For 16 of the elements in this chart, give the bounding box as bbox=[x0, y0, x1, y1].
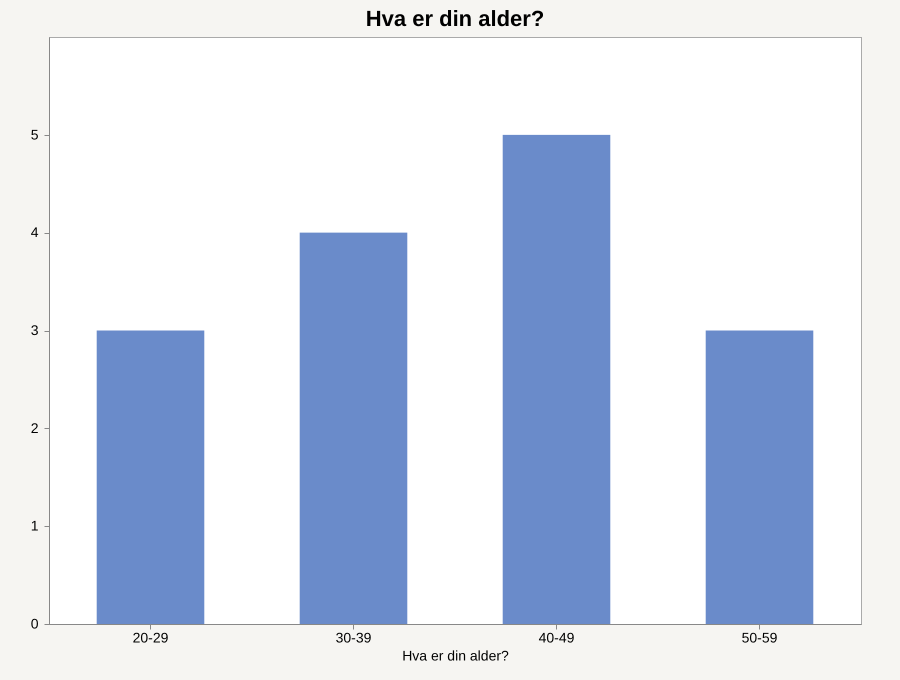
bar bbox=[706, 330, 814, 624]
x-tick-label: 30-39 bbox=[336, 630, 372, 646]
bar bbox=[300, 232, 408, 624]
chart-title: Hva er din alder? bbox=[366, 6, 544, 31]
x-tick-label: 40-49 bbox=[538, 630, 575, 646]
y-tick-label: 4 bbox=[30, 224, 39, 240]
bar bbox=[96, 330, 204, 624]
y-tick-label: 2 bbox=[30, 420, 39, 436]
x-axis-title: Hva er din alder? bbox=[402, 648, 510, 664]
bar bbox=[502, 134, 610, 624]
y-tick-label: 1 bbox=[30, 518, 39, 534]
y-tick-label: 0 bbox=[30, 616, 39, 632]
y-tick-label: 5 bbox=[30, 126, 39, 142]
x-tick-label: 50-59 bbox=[742, 630, 778, 646]
y-tick-label: 3 bbox=[30, 322, 39, 338]
x-tick-label: 20-29 bbox=[132, 630, 169, 646]
